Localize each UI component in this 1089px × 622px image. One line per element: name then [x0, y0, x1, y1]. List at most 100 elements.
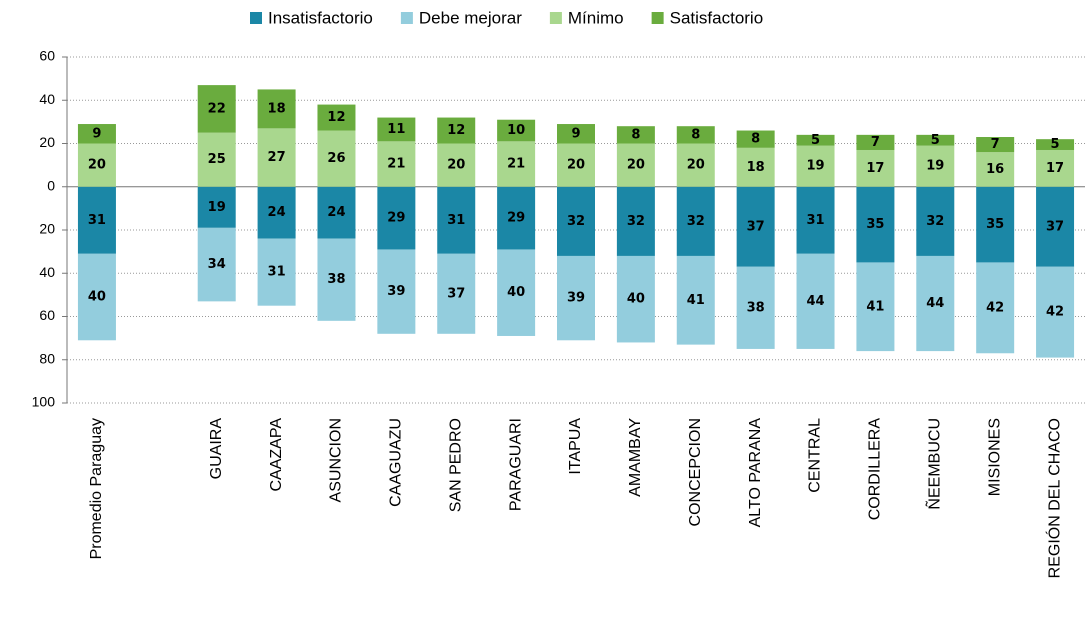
data-label: 31 [88, 213, 106, 228]
legend-swatch [549, 12, 562, 24]
bar [557, 255, 595, 341]
bar [796, 145, 835, 187]
data-label: 37 [447, 286, 465, 301]
y-tick-label: 20 [39, 221, 55, 237]
bar [317, 186, 356, 239]
data-label: 22 [208, 101, 226, 116]
x-tick-label: CENTRAL [807, 418, 824, 493]
bar [437, 117, 476, 144]
data-label: 5 [1051, 137, 1060, 152]
x-tick-label: CAAZAPA [268, 418, 285, 492]
bar [257, 128, 296, 187]
bar [77, 253, 116, 341]
x-tick-label: CORDILLERA [867, 418, 884, 521]
data-label: 32 [926, 214, 944, 229]
bar [557, 124, 595, 144]
data-label: 7 [871, 135, 880, 150]
bar [257, 238, 296, 306]
data-label: 38 [747, 300, 765, 315]
bar [497, 141, 536, 187]
data-label: 24 [327, 205, 345, 220]
data-label: 8 [691, 127, 700, 142]
data-label: 18 [268, 101, 286, 116]
data-label: 39 [387, 284, 405, 299]
legend-swatch [651, 12, 664, 24]
bar [616, 126, 655, 144]
data-label: 19 [926, 159, 944, 174]
data-label: 32 [567, 214, 585, 229]
data-label: 17 [1046, 161, 1064, 176]
data-label: 8 [751, 132, 760, 147]
data-label: 24 [268, 205, 286, 220]
x-tick-label: PARAGUARI [507, 418, 524, 511]
bar [317, 238, 356, 321]
x-tick-label: CONCEPCION [687, 418, 704, 526]
bar [77, 143, 116, 187]
data-label: 11 [387, 122, 405, 137]
data-label: 31 [806, 213, 824, 228]
data-label: 5 [931, 133, 940, 148]
data-label: 44 [806, 294, 824, 309]
data-label: 44 [926, 296, 944, 311]
bar [77, 186, 116, 254]
data-label: 31 [447, 213, 465, 228]
bar [976, 262, 1015, 354]
data-label: 8 [631, 127, 640, 142]
data-label: 42 [1046, 305, 1064, 320]
data-label: 5 [811, 133, 820, 148]
bar [1036, 266, 1075, 358]
bar [976, 186, 1015, 263]
bar [736, 147, 775, 187]
data-label: 29 [387, 211, 405, 226]
legend-label: Mínimo [568, 8, 624, 27]
data-label: 40 [507, 285, 525, 300]
y-tick-label: 40 [39, 91, 55, 107]
legend-swatch [400, 12, 413, 24]
data-label: 29 [507, 211, 525, 226]
bar [796, 186, 835, 254]
data-label: 7 [991, 137, 1000, 152]
x-tick-label: REGIÓN DEL CHACO [1044, 418, 1063, 578]
y-tick-label: 0 [47, 177, 55, 193]
bar [317, 130, 356, 187]
bar [1036, 139, 1075, 150]
bar [736, 186, 775, 267]
data-label: 19 [208, 200, 226, 215]
bar [676, 126, 715, 144]
bar [856, 149, 895, 187]
data-label: 17 [866, 161, 884, 176]
data-label: 32 [627, 214, 645, 229]
data-label: 20 [447, 158, 465, 173]
bar [377, 249, 416, 334]
bar [257, 89, 296, 129]
data-label: 41 [687, 293, 705, 308]
bar [976, 137, 1015, 153]
bar [377, 186, 416, 250]
x-tick-label: ASUNCION [328, 418, 345, 502]
data-label: 35 [866, 217, 884, 232]
data-label: 10 [507, 123, 525, 138]
data-label: 16 [986, 162, 1004, 177]
bar [557, 143, 595, 187]
data-label: 20 [567, 158, 585, 173]
bar [676, 186, 715, 256]
x-tick-label: GUAIRA [208, 418, 225, 480]
bar [976, 152, 1015, 187]
bar [377, 117, 416, 142]
bar [736, 130, 775, 148]
bar [497, 249, 536, 336]
data-label: 21 [387, 157, 405, 172]
data-label: 20 [627, 158, 645, 173]
data-label: 9 [571, 126, 580, 141]
x-tick-label: AMAMBAY [627, 418, 644, 497]
bar [437, 143, 476, 187]
data-label: 39 [567, 291, 585, 306]
bar [916, 186, 955, 256]
data-label: 34 [208, 257, 226, 272]
bar [796, 134, 835, 146]
bar [916, 255, 955, 352]
x-tick-label: CAAGUAZU [388, 418, 405, 507]
data-label: 38 [327, 272, 345, 287]
data-label: 31 [268, 265, 286, 280]
legend-label: Satisfactorio [670, 8, 764, 27]
